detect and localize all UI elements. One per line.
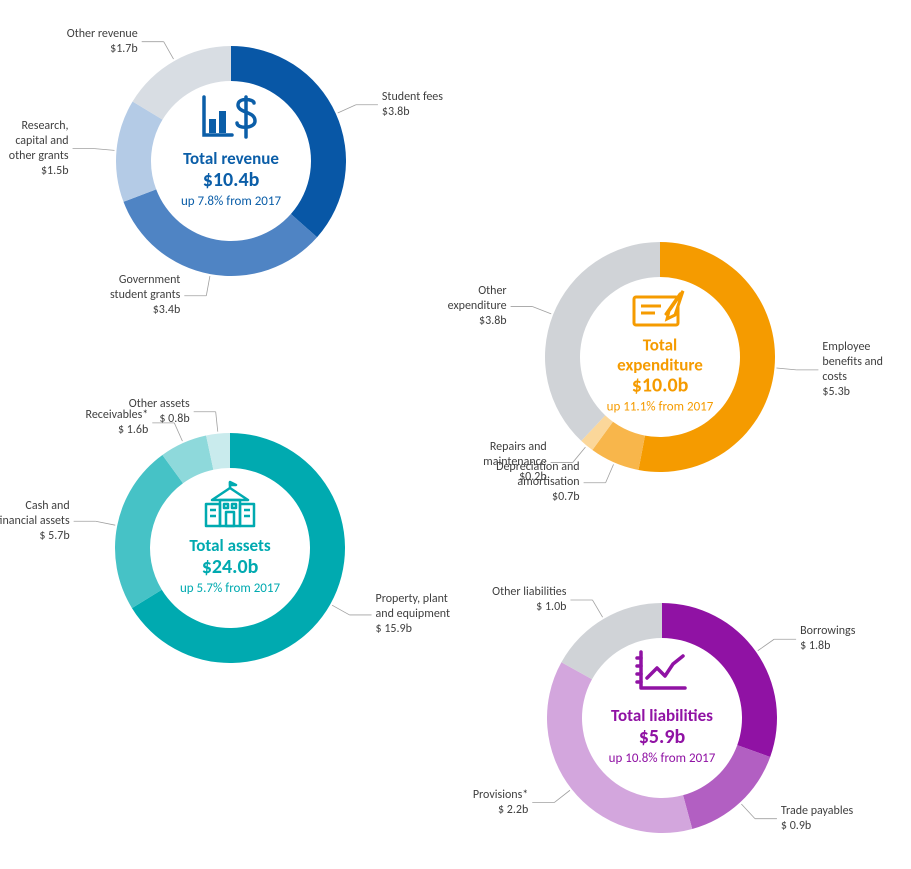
expenditure-icon: [631, 289, 689, 336]
donut-expenditure-segment-3: [545, 242, 660, 441]
donut-assets-label-1: Cash and financial assets $ 5.7b: [0, 499, 70, 544]
donut-assets-label-0: Property, plant and equipment $ 15.9b: [376, 592, 450, 637]
donut-liabilities-segment-1: [683, 745, 770, 829]
donut-expenditure: Total expenditure$10.0bup 11.1% from 201…: [545, 242, 775, 472]
donut-revenue-svg: [116, 46, 346, 276]
donut-expenditure-label-2: Repairs and maintenance $0.2b: [483, 440, 547, 485]
donut-liabilities: Total liabilities$5.9bup 10.8% from 2017: [547, 603, 777, 833]
donut-assets-segment-1: [115, 455, 183, 608]
donut-revenue-segment-1: [123, 189, 317, 276]
assets-icon: [202, 480, 258, 533]
donut-assets: Total assets$24.0bup 5.7% from 2017: [115, 433, 345, 663]
donut-expenditure-label-0: Employee benefits and costs $5.3b: [822, 340, 883, 400]
donut-revenue-label-0: Student fees $3.8b: [382, 90, 443, 120]
donut-liabilities-label-2: Provisions* $ 2.2b: [473, 788, 528, 818]
donut-liabilities-svg: [547, 603, 777, 833]
donut-assets-svg: [115, 433, 345, 663]
donut-revenue-segment-2: [116, 102, 163, 202]
donut-expenditure-svg: [545, 242, 775, 472]
revenue-icon: [200, 93, 262, 144]
donut-revenue-label-1: Government student grants $3.4b: [110, 273, 180, 318]
donut-liabilities-label-0: Borrowings $ 1.8b: [800, 624, 855, 654]
donut-revenue: Total revenue$10.4bup 7.8% from 2017: [116, 46, 346, 276]
liabilities-icon: [635, 650, 689, 697]
donut-liabilities-label-1: Trade payables $ 0.9b: [781, 804, 853, 834]
donut-assets-label-3: Other assets $ 0.8b: [129, 397, 190, 427]
donut-expenditure-label-3: Other expenditure $3.8b: [448, 284, 507, 329]
donut-revenue-label-2: Research, capital and other grants $1.5b: [9, 119, 69, 179]
